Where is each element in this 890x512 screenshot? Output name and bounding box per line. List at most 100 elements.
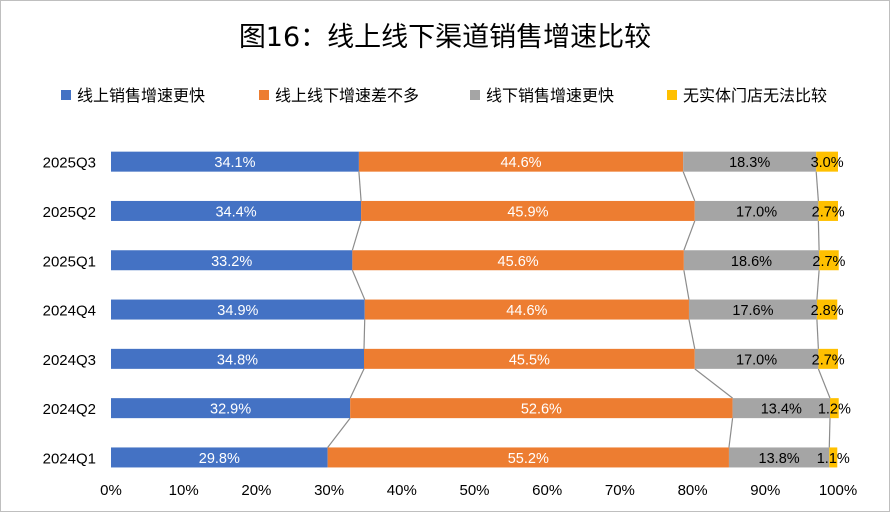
- x-tick-label: 60%: [532, 482, 562, 499]
- legend-label-3: 线下销售增速更快: [486, 87, 614, 105]
- x-tick-label: 100%: [819, 482, 857, 499]
- series-line: [688, 319, 696, 349]
- series-line: [728, 418, 734, 448]
- data-label: 34.1%: [214, 155, 255, 171]
- data-label: 2.7%: [812, 352, 845, 368]
- bar-2: [361, 200, 695, 221]
- bar-3: [732, 398, 831, 419]
- bar-3: [683, 151, 817, 172]
- bar-2: [363, 348, 695, 369]
- x-tick-label: 90%: [750, 482, 780, 499]
- series-line: [351, 220, 362, 251]
- bar-4: [829, 447, 838, 468]
- series-line: [349, 368, 365, 399]
- data-label: 34.4%: [215, 204, 256, 220]
- data-label: 17.0%: [736, 204, 777, 220]
- chart-title: 图16：线上线下渠道销售增速比较: [238, 22, 652, 53]
- bar-2: [327, 447, 729, 468]
- series-line: [327, 417, 351, 448]
- series-line: [682, 171, 696, 202]
- bar-1: [111, 250, 353, 271]
- data-label: 17.6%: [732, 303, 773, 319]
- data-label: 2.7%: [812, 204, 845, 220]
- data-label: 13.8%: [759, 451, 800, 467]
- data-label: 2.8%: [811, 303, 844, 319]
- bar-1: [111, 447, 328, 468]
- bar-3: [694, 348, 819, 369]
- bar-4: [816, 151, 838, 172]
- series-line: [683, 270, 690, 300]
- bar-3: [683, 250, 820, 271]
- series-line: [816, 319, 819, 349]
- series-line: [817, 220, 820, 251]
- bar-1: [111, 348, 364, 369]
- x-tick-label: 70%: [605, 482, 635, 499]
- bar-2: [358, 151, 684, 172]
- data-label: 1.1%: [817, 451, 850, 467]
- bar-1: [111, 151, 359, 172]
- series-line: [817, 368, 831, 399]
- x-tick-label: 50%: [459, 482, 489, 499]
- bar-3: [688, 299, 817, 320]
- data-label: 45.9%: [507, 204, 548, 220]
- x-tick-label: 0%: [100, 482, 122, 499]
- y-tick-label: 2025Q1: [43, 253, 96, 270]
- legend-label-1: 线上销售增速更快: [77, 87, 205, 105]
- series-line: [358, 171, 362, 201]
- bar-2: [350, 398, 733, 419]
- bar-1: [111, 398, 351, 419]
- data-label: 29.8%: [199, 451, 240, 467]
- data-label: 17.0%: [736, 352, 777, 368]
- data-label: 45.5%: [509, 352, 550, 368]
- data-label: 34.8%: [217, 352, 258, 368]
- bar-3: [694, 200, 819, 221]
- y-tick-label: 2024Q4: [43, 303, 96, 320]
- bar-2: [352, 250, 684, 271]
- legend-swatch-4: [667, 90, 677, 100]
- data-label: 3.0%: [811, 155, 844, 171]
- x-tick-label: 20%: [241, 482, 271, 499]
- bar-4: [816, 299, 838, 320]
- data-label: 1.2%: [818, 402, 851, 418]
- bar-2: [364, 299, 689, 320]
- y-tick-label: 2025Q3: [43, 155, 96, 172]
- bar-4: [830, 398, 839, 419]
- data-label: 44.6%: [506, 303, 547, 319]
- data-label: 18.6%: [731, 254, 772, 270]
- x-tick-label: 40%: [387, 482, 417, 499]
- data-label: 34.9%: [217, 303, 258, 319]
- data-label: 45.6%: [498, 254, 539, 270]
- data-label: 52.6%: [521, 402, 562, 418]
- bar-3: [728, 447, 830, 468]
- data-label: 13.4%: [761, 402, 802, 418]
- data-label: 33.2%: [211, 254, 252, 270]
- x-tick-label: 80%: [678, 482, 708, 499]
- bar-4: [818, 348, 838, 369]
- x-tick-label: 30%: [314, 482, 344, 499]
- y-tick-label: 2024Q2: [43, 401, 96, 418]
- data-label: 18.3%: [729, 155, 770, 171]
- data-label: 2.7%: [812, 254, 845, 270]
- legend-swatch-1: [61, 90, 71, 100]
- data-label: 55.2%: [508, 451, 549, 467]
- series-line: [828, 418, 831, 448]
- y-tick-label: 2024Q3: [43, 352, 96, 369]
- series-line: [694, 368, 733, 399]
- data-label: 32.9%: [210, 402, 251, 418]
- data-label: 44.6%: [500, 155, 541, 171]
- series-line: [815, 171, 819, 201]
- legend-label-4: 无实体门店无法比较: [683, 87, 827, 105]
- x-tick-label: 10%: [169, 482, 199, 499]
- bar-1: [111, 200, 362, 221]
- legend-swatch-3: [470, 90, 480, 100]
- bar-4: [819, 250, 839, 271]
- series-line: [816, 270, 820, 300]
- bar-4: [818, 200, 838, 221]
- legend-swatch-2: [259, 90, 269, 100]
- legend-label-2: 线上线下增速差不多: [275, 87, 419, 105]
- y-tick-label: 2025Q2: [43, 204, 96, 221]
- bar-1: [111, 299, 365, 320]
- series-line: [363, 319, 366, 349]
